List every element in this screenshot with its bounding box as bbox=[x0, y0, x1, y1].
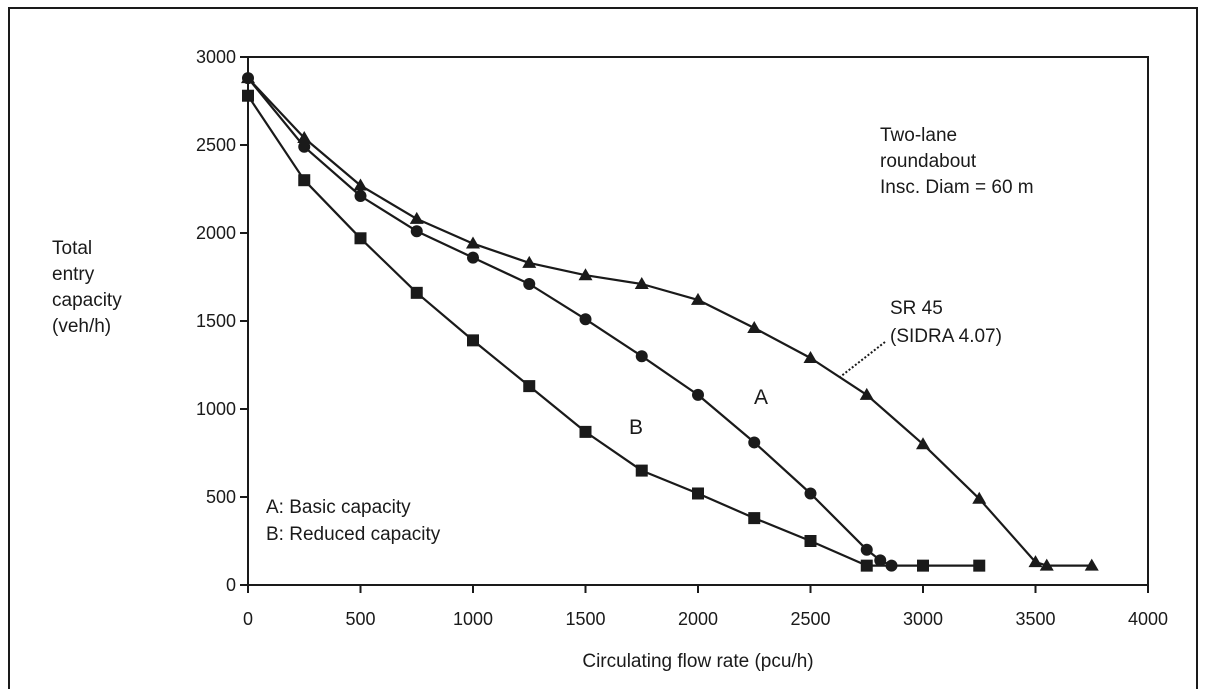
x-tick-label: 3500 bbox=[1015, 609, 1055, 629]
square-marker bbox=[635, 464, 648, 477]
y-tick-label: 2500 bbox=[196, 135, 236, 155]
square-marker bbox=[523, 380, 536, 393]
triangle-marker bbox=[1084, 558, 1099, 571]
chart-annotation: Two-lane roundabout Insc. Diam = 60 m bbox=[880, 125, 1034, 198]
circle-marker bbox=[874, 554, 887, 567]
y-tick-label: 0 bbox=[226, 575, 236, 595]
x-axis-label: Circulating flow rate (pcu/h) bbox=[582, 651, 813, 672]
series-labels: SR 45 (SIDRA 4.07) A B bbox=[629, 298, 1002, 439]
x-tick-label: 500 bbox=[345, 609, 375, 629]
annotation-line: Two-lane bbox=[880, 125, 957, 146]
circle-marker bbox=[748, 436, 761, 449]
triangle-marker bbox=[803, 350, 818, 363]
square-marker bbox=[917, 559, 929, 572]
square-marker bbox=[748, 512, 761, 525]
square-marker bbox=[410, 286, 423, 299]
y-tick-label: 1500 bbox=[196, 311, 236, 331]
triangle-marker bbox=[578, 268, 593, 281]
triangle-marker bbox=[1028, 555, 1043, 568]
square-marker bbox=[579, 425, 592, 438]
triangle-marker bbox=[297, 130, 312, 143]
legend-entry: A: Basic capacity bbox=[266, 497, 411, 518]
circle-marker bbox=[523, 278, 536, 291]
x-tick-label: 4000 bbox=[1128, 609, 1168, 629]
annotation-line: Insc. Diam = 60 m bbox=[880, 177, 1034, 198]
triangle-marker bbox=[972, 491, 987, 504]
x-tick-label: 1500 bbox=[565, 609, 605, 629]
x-tick-label: 1000 bbox=[453, 609, 493, 629]
y-axis-label-line: entry bbox=[52, 264, 95, 285]
y-tick-label: 1000 bbox=[196, 399, 236, 419]
triangle-marker bbox=[466, 236, 480, 249]
square-marker bbox=[804, 535, 817, 547]
x-tick-label: 2500 bbox=[790, 609, 830, 629]
triangle-marker bbox=[353, 178, 368, 191]
series-label: (SIDRA 4.07) bbox=[890, 326, 1002, 347]
y-tick-label: 3000 bbox=[196, 47, 236, 67]
figure-frame bbox=[8, 7, 1198, 689]
circle-marker bbox=[860, 543, 873, 556]
triangle-marker bbox=[409, 211, 424, 224]
series-label: SR 45 bbox=[890, 298, 943, 319]
y-tick-label: 500 bbox=[206, 487, 236, 507]
triangle-marker bbox=[747, 321, 762, 334]
circle-marker bbox=[579, 313, 592, 326]
series-label: A bbox=[754, 386, 768, 409]
series-line bbox=[247, 95, 980, 567]
circle-marker bbox=[635, 350, 648, 363]
x-tick-label: 0 bbox=[243, 609, 253, 629]
square-marker bbox=[692, 487, 704, 500]
y-axis-label-line: (veh/h) bbox=[52, 316, 111, 337]
x-tick-label: 2000 bbox=[678, 609, 718, 629]
y-axis-label-line: Total bbox=[52, 238, 92, 259]
y-axis: 0 500 1000 1500 2000 2500 3000 bbox=[196, 47, 248, 595]
circle-marker bbox=[885, 559, 898, 572]
circle-marker bbox=[242, 72, 254, 85]
leader-line bbox=[839, 341, 886, 378]
circle-marker bbox=[692, 388, 704, 401]
y-axis-label-line: capacity bbox=[52, 290, 122, 311]
y-axis-label: Total entry capacity (veh/h) bbox=[52, 238, 122, 337]
triangle-marker bbox=[916, 437, 930, 450]
series-line bbox=[247, 77, 892, 567]
square-marker bbox=[860, 559, 873, 572]
y-tick-label: 2000 bbox=[196, 223, 236, 243]
triangle-marker bbox=[634, 277, 649, 290]
square-marker bbox=[467, 334, 479, 347]
circle-marker bbox=[298, 140, 311, 153]
x-axis: 0 500 1000 1500 2000 2500 3000 3500 4000 bbox=[243, 585, 1168, 629]
annotation-line: roundabout bbox=[880, 151, 977, 172]
square-marker bbox=[973, 559, 986, 572]
circle-marker bbox=[467, 251, 479, 264]
series-markers bbox=[241, 71, 1099, 572]
triangle-marker bbox=[1039, 558, 1054, 571]
triangle-marker bbox=[522, 255, 537, 268]
x-tick-label: 3000 bbox=[903, 609, 943, 629]
triangle-marker bbox=[859, 387, 874, 400]
triangle-marker bbox=[691, 292, 705, 305]
series-label: B bbox=[629, 416, 643, 439]
circle-marker bbox=[354, 190, 367, 203]
legend-entry: B: Reduced capacity bbox=[266, 524, 441, 545]
circle-marker bbox=[410, 225, 423, 238]
square-marker bbox=[354, 232, 367, 245]
square-marker bbox=[298, 174, 311, 187]
circle-marker bbox=[804, 487, 817, 500]
square-marker bbox=[242, 89, 254, 102]
legend: A: Basic capacity B: Reduced capacity bbox=[266, 497, 441, 545]
